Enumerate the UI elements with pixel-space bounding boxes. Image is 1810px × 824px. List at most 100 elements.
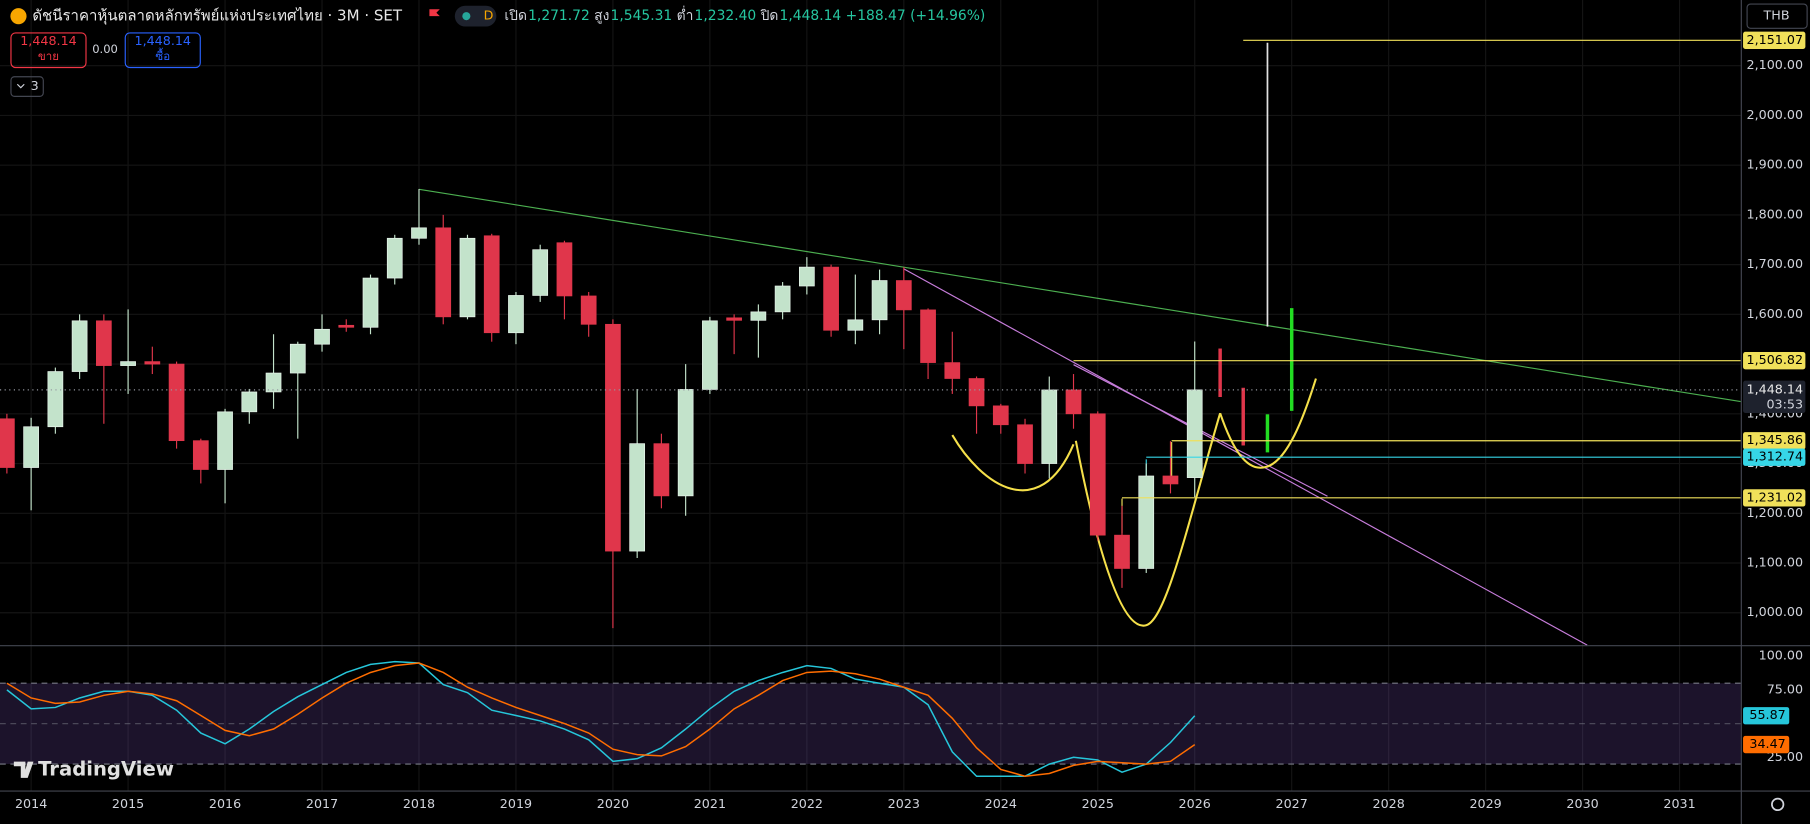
oscillator-line (6, 662, 1196, 777)
price-label: 1,345.86 (1747, 432, 1804, 447)
x-tick-label: 2022 (791, 796, 823, 811)
candle-body (241, 391, 258, 413)
price-label: 2,151.07 (1747, 32, 1804, 47)
price-label-box (1743, 432, 1806, 450)
countdown: 03:53 (1766, 396, 1803, 411)
x-tick-label: 2031 (1663, 796, 1695, 811)
candle-body (1186, 389, 1203, 478)
y-tick-label: 1,800.00 (1747, 206, 1804, 221)
x-tick-label: 2025 (1082, 796, 1114, 811)
y-tick-label: 1,900.00 (1747, 157, 1804, 172)
sell-price[interactable]: 1,448.14 (20, 33, 77, 48)
projected-candle (1289, 308, 1294, 411)
candle-body (386, 237, 403, 279)
candle-body (726, 317, 742, 321)
price-label-box (1743, 489, 1806, 507)
flag-icon (429, 9, 440, 17)
candle-body (1162, 475, 1179, 485)
watermark: TradingView (38, 757, 174, 780)
candle-body (338, 324, 355, 328)
candle-body (677, 389, 694, 497)
candle-body (605, 323, 621, 552)
currency[interactable]: THB (1763, 8, 1790, 23)
candle-body (629, 443, 646, 552)
ohlc-value: 1,545.31 (611, 8, 673, 24)
candle-body (1089, 413, 1106, 536)
pattern-curve (1074, 412, 1222, 627)
oscillator-line (6, 660, 1196, 777)
oscillator-band (0, 683, 1741, 765)
settings-icon[interactable] (1771, 797, 1785, 812)
symbol-icon (10, 8, 27, 25)
ohlc-value: 1,448.14 (780, 8, 842, 24)
x-tick-label: 2027 (1276, 796, 1308, 811)
x-tick-label: 2015 (112, 796, 144, 811)
sell-button[interactable] (10, 32, 87, 69)
value-label: 55.87 (1749, 707, 1785, 722)
buy-button[interactable] (124, 32, 201, 69)
candle-body (1114, 534, 1130, 569)
indicator-toggle[interactable] (10, 76, 44, 97)
x-tick-label: 2028 (1373, 796, 1405, 811)
chevron (16, 83, 25, 89)
candle-body (71, 320, 88, 372)
candle-body (144, 361, 161, 365)
x-tick-label: 2023 (888, 796, 920, 811)
candle-body (702, 320, 718, 390)
sell-label[interactable]: ขาย (38, 49, 59, 63)
x-tick-label: 2018 (403, 796, 435, 811)
symbol-title: ดัชนีราคาหุ้นตลาดหลักทรัพย์แห่งประเทศไทย… (32, 7, 403, 26)
candle-body (120, 361, 136, 366)
candle-body (1138, 475, 1155, 569)
candle-body (1065, 389, 1082, 415)
x-tick-label: 2024 (985, 796, 1017, 811)
last-price-label: 1,448.14 (1747, 381, 1804, 396)
y-tick-label: 1,000.00 (1747, 604, 1804, 619)
status-badge: D (484, 8, 494, 23)
x-tick-label: 2017 (306, 796, 338, 811)
value-label-box (1743, 735, 1790, 754)
candle-body (750, 311, 767, 321)
last-price-box (1743, 380, 1806, 413)
y-tick-label: 1,200.00 (1747, 505, 1804, 520)
trend-line (418, 188, 1741, 403)
candle-body (823, 266, 839, 331)
pattern-curve (951, 434, 1075, 492)
candle-body (992, 405, 1009, 426)
spread: 0.00 (92, 42, 118, 56)
candle-body (47, 371, 64, 428)
ohlc-key: เปิด (504, 8, 527, 24)
price-label: 1,231.02 (1747, 489, 1804, 504)
candle-body (895, 280, 912, 311)
candle-body (968, 378, 985, 407)
ohlc-value: 1,232.40 (695, 8, 757, 24)
buy-price[interactable]: 1,448.14 (135, 33, 192, 48)
candle-body (265, 372, 282, 393)
y-tick-label: 2,000.00 (1747, 107, 1804, 122)
value-label: 34.47 (1749, 736, 1785, 751)
tv-logo (13, 761, 34, 778)
candle-body (459, 237, 476, 318)
buy-label[interactable]: ซื้อ (155, 47, 170, 63)
candle-body (483, 235, 500, 334)
projected-candle (1265, 414, 1270, 453)
candle-body (23, 426, 39, 468)
x-tick-label: 2014 (15, 796, 47, 811)
candle-body (799, 266, 815, 287)
indicator-count[interactable]: 3 (31, 78, 39, 93)
candle-body (774, 285, 791, 313)
candle-body (944, 362, 961, 379)
price-label-box (1743, 31, 1806, 49)
candle-body (580, 295, 597, 325)
x-tick-label: 2026 (1179, 796, 1211, 811)
candle-body (168, 363, 185, 442)
candle-body (192, 440, 209, 470)
ohlc-key: ปิด (760, 8, 778, 24)
candle-body (532, 249, 549, 296)
ohlc-value: 1,271.72 (528, 8, 590, 24)
currency-button[interactable] (1746, 3, 1808, 29)
candle-body (871, 280, 888, 321)
